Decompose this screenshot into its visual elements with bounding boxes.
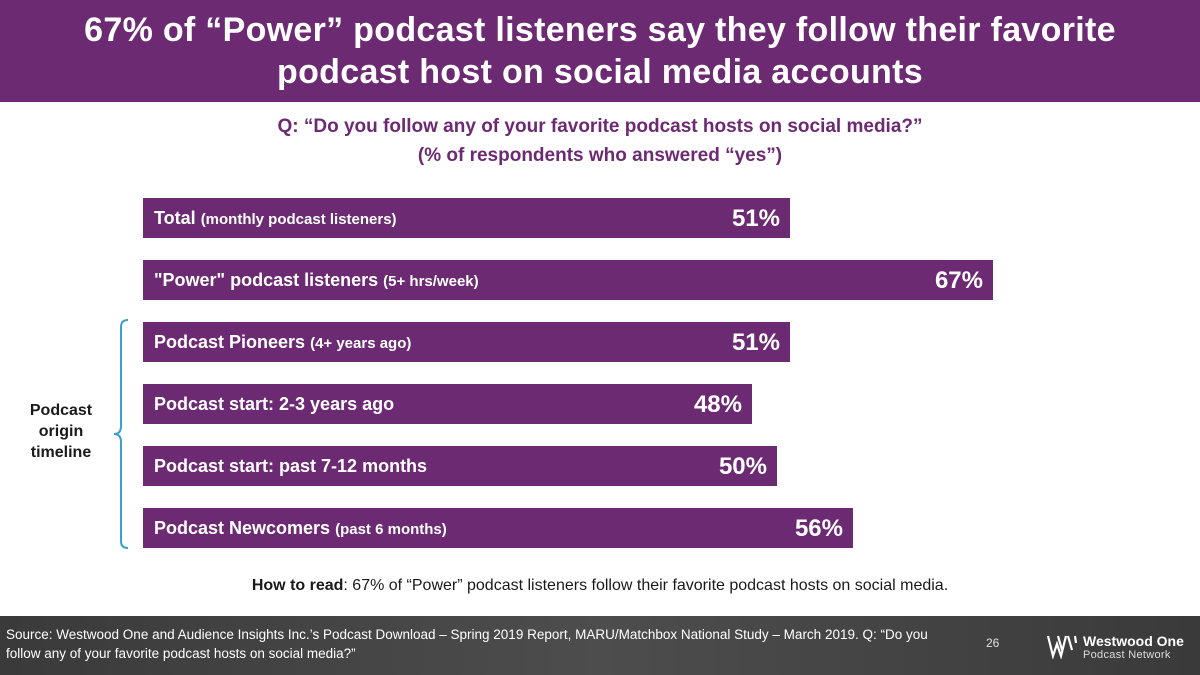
bar-2: Podcast Pioneers (4+ years ago) 51%	[143, 322, 790, 362]
header-banner: 67% of “Power” podcast listeners say the…	[0, 0, 1200, 102]
bar-label-sub: (5+ hrs/week)	[383, 273, 479, 290]
bar-3: Podcast start: 2-3 years ago 48%	[143, 384, 752, 424]
logo-subtitle: Podcast Network	[1083, 649, 1171, 661]
timeline-bracket	[113, 319, 129, 549]
question-line-2: (% of respondents who answered “yes”)	[417, 145, 783, 166]
footer: Source: Westwood One and Audience Insigh…	[0, 616, 1200, 675]
bar-4: Podcast start: past 7-12 months 50%	[143, 446, 777, 486]
bar-label: "Power" podcast listeners (5+ hrs/week)	[154, 260, 479, 300]
logo-title: Westwood One	[1083, 633, 1184, 649]
bar-1: "Power" podcast listeners (5+ hrs/week) 6…	[143, 260, 993, 300]
bar-label-main: Podcast Pioneers	[154, 332, 306, 352]
bar-label-main: Podcast start: 2-3 years ago	[154, 394, 395, 414]
bar-0: Total (monthly podcast listeners) 51%	[143, 198, 790, 238]
page-title: 67% of “Power” podcast listeners say the…	[84, 11, 1116, 91]
timeline-label: Podcast origin timeline	[29, 402, 93, 461]
logo-icon	[1046, 635, 1078, 659]
bar-value-label: 51%	[731, 205, 780, 232]
bar-value-label: 56%	[794, 515, 843, 542]
question-line-1: Q: “Do you follow any of your favorite p…	[277, 116, 923, 137]
bar-label: Total (monthly podcast listeners)	[154, 198, 397, 238]
how-to-read-note: How to read: 67% of “Power” podcast list…	[0, 577, 1200, 595]
bar-label-sub: (monthly podcast listeners)	[200, 211, 397, 228]
chart-question: Q: “Do you follow any of your favorite p…	[0, 112, 1200, 170]
bar-label-main: Total	[154, 208, 196, 228]
bar-label: Podcast start: past 7-12 months	[154, 446, 427, 486]
bar-label: Podcast start: 2-3 years ago	[154, 384, 394, 424]
bar-value-label: 48%	[693, 391, 742, 418]
bar-5: Podcast Newcomers (past 6 months) 56%	[143, 508, 853, 548]
bar-label-main: Podcast Newcomers	[154, 518, 331, 538]
page-number: 26	[986, 636, 1000, 650]
bar-label: Podcast Newcomers (past 6 months)	[154, 508, 447, 548]
how-to-read-text: : 67% of “Power” podcast listeners follo…	[343, 577, 949, 594]
bar-label: Podcast Pioneers (4+ years ago)	[154, 322, 411, 362]
westwood-one-logo: Westwood One Podcast Network	[1046, 630, 1186, 664]
bar-label-sub: (4+ years ago)	[310, 335, 412, 352]
how-to-read-label: How to read	[251, 577, 344, 594]
bar-label-main: "Power" podcast listeners	[154, 270, 379, 290]
bar-label-main: Podcast start: past 7-12 months	[154, 456, 428, 476]
bar-value-label: 67%	[934, 267, 983, 294]
source-note: Source: Westwood One and Audience Insigh…	[6, 627, 928, 661]
bar-value-label: 50%	[718, 453, 767, 480]
bar-label-sub: (past 6 months)	[335, 521, 447, 538]
bar-value-label: 51%	[731, 329, 780, 356]
